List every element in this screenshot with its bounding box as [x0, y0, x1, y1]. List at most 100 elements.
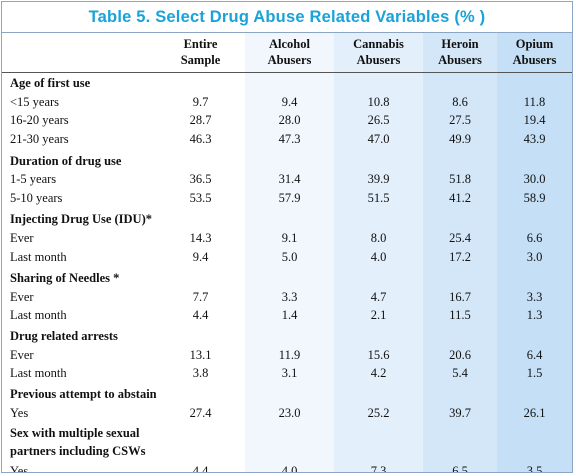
table-cell: 5.4	[452, 366, 468, 380]
row-label: Last month	[10, 366, 67, 380]
section-heading: Sex with multiple sexual	[10, 426, 140, 440]
column-shade	[334, 33, 423, 472]
table-cell: 47.3	[278, 132, 301, 146]
row-label: Ever	[10, 348, 34, 362]
table-header: Entire Sample Alcohol Abusers Cannabis Abuser…	[2, 33, 572, 73]
table-row: Yes 4.4 4.0 7.3 6.5 3.5	[2, 463, 572, 473]
column-header: Cannabis Abusers	[334, 36, 423, 68]
table-cell: 49.9	[449, 132, 471, 146]
table-cell: 28.7	[189, 113, 212, 127]
table-cell: 11.9	[278, 348, 301, 362]
table-cell: 46.3	[189, 132, 212, 146]
table-cell: 4.2	[370, 366, 387, 380]
table-cell: 27.4	[189, 406, 212, 420]
table-cell: 4.4	[192, 308, 209, 322]
table-cell: 4.0	[281, 464, 298, 473]
table-cell: 15.6	[367, 348, 390, 362]
table-cell: 11.8	[523, 95, 546, 109]
row-label: Last month	[10, 308, 67, 322]
table-cell: 9.1	[281, 231, 298, 245]
column-header: Heroin Abusers	[423, 36, 497, 68]
column-header: Opium Abusers	[497, 36, 572, 68]
table-cell: 8.0	[370, 231, 387, 245]
table-cell: 51.8	[449, 172, 471, 186]
column-header-line: Opium	[515, 37, 554, 51]
table-cell: 19.4	[523, 113, 546, 127]
table-cell: 28.0	[278, 113, 301, 127]
row-label: Ever	[10, 231, 34, 245]
table-cell: 51.5	[367, 191, 390, 205]
row-label: 5-10 years	[10, 191, 63, 205]
column-header-line: Abusers	[267, 53, 312, 67]
column-shade	[497, 33, 572, 472]
table-cell: 14.3	[189, 231, 212, 245]
section-heading-row: Duration of drug use	[2, 153, 572, 169]
table-cell: 3.1	[281, 366, 298, 380]
table-cell: 47.0	[367, 132, 390, 146]
table-cell: 3.5	[526, 464, 543, 473]
table-cell: 39.7	[449, 406, 471, 420]
row-label: 1-5 years	[10, 172, 57, 186]
table-cell: 43.9	[523, 132, 546, 146]
table-cell: 3.3	[526, 290, 543, 304]
table-cell: 26.1	[523, 406, 546, 420]
section-heading: Sharing of Needles *	[10, 271, 120, 285]
table-row: Last month 9.4 5.0 4.0 17.2 3.0	[2, 249, 572, 265]
column-header-line: Heroin	[441, 37, 479, 51]
table-cell: 8.6	[452, 95, 468, 109]
table-cell: 57.9	[278, 191, 301, 205]
column-header-line: Cannabis	[353, 37, 404, 51]
section-heading-row: Drug related arrests	[2, 328, 572, 344]
table-cell: 16.7	[449, 290, 471, 304]
table-row: Ever 14.3 9.1 8.0 25.4 6.6	[2, 230, 572, 246]
column-shade	[245, 33, 334, 472]
table-cell: 4.7	[370, 290, 387, 304]
column-header-line: Abusers	[438, 53, 482, 67]
table-cell: 23.0	[278, 406, 301, 420]
table-row: 21-30 years 46.3 47.3 47.0 49.9 43.9	[2, 131, 572, 147]
section-heading-row: partners including CSWs	[2, 443, 572, 459]
section-heading: Age of first use	[10, 76, 91, 90]
table-cell: 25.2	[367, 406, 390, 420]
column-shade	[423, 33, 497, 472]
table-cell: 5.0	[281, 250, 298, 264]
section-heading: Previous attempt to abstain	[10, 387, 157, 401]
row-label: <15 years	[10, 95, 60, 109]
section-heading-row: Injecting Drug Use (IDU)*	[2, 211, 572, 227]
column-header-line: Alcohol	[269, 37, 310, 51]
row-label: Yes	[10, 464, 29, 473]
row-label: 16-20 years	[10, 113, 69, 127]
row-label: Ever	[10, 290, 34, 304]
table-cell: 26.5	[367, 113, 390, 127]
table-cell: 4.4	[192, 464, 209, 473]
table-cell: 3.0	[526, 250, 543, 264]
table-row: Ever 7.7 3.3 4.7 16.7 3.3	[2, 289, 572, 305]
table-title: Table 5. Select Drug Abuse Related Varia…	[2, 2, 572, 33]
table-cell: 7.7	[192, 290, 209, 304]
table-row: <15 years 9.7 9.4 10.8 8.6 11.8	[2, 94, 572, 110]
section-heading-row: Sex with multiple sexual	[2, 425, 572, 441]
table-cell: 36.5	[189, 172, 212, 186]
column-header-line: Abusers	[356, 53, 401, 67]
table-cell: 41.2	[449, 191, 471, 205]
table-cell: 13.1	[189, 348, 212, 362]
table-cell: 1.4	[281, 308, 298, 322]
table-cell: 11.5	[449, 308, 471, 322]
table-row: Last month 4.4 1.4 2.1 11.5 1.3	[2, 307, 572, 323]
table-row: 5-10 years 53.5 57.9 51.5 41.2 58.9	[2, 190, 572, 206]
table-cell: 17.2	[449, 250, 471, 264]
table-cell: 7.3	[370, 464, 387, 473]
table-cell: 1.5	[526, 366, 543, 380]
column-header-line: Entire	[183, 37, 218, 51]
table-row: Yes 27.4 23.0 25.2 39.7 26.1	[2, 405, 572, 421]
section-heading: Duration of drug use	[10, 154, 122, 168]
table-cell: 3.3	[281, 290, 298, 304]
column-header: Alcohol Abusers	[245, 36, 334, 68]
table-cell: 25.4	[449, 231, 471, 245]
data-table: Entire Sample Alcohol Abusers Cannabis Abuser…	[2, 33, 572, 473]
section-heading-row: Age of first use	[2, 75, 572, 91]
table-cell: 1.3	[526, 308, 543, 322]
row-label: Last month	[10, 250, 67, 264]
table-cell: 53.5	[189, 191, 212, 205]
